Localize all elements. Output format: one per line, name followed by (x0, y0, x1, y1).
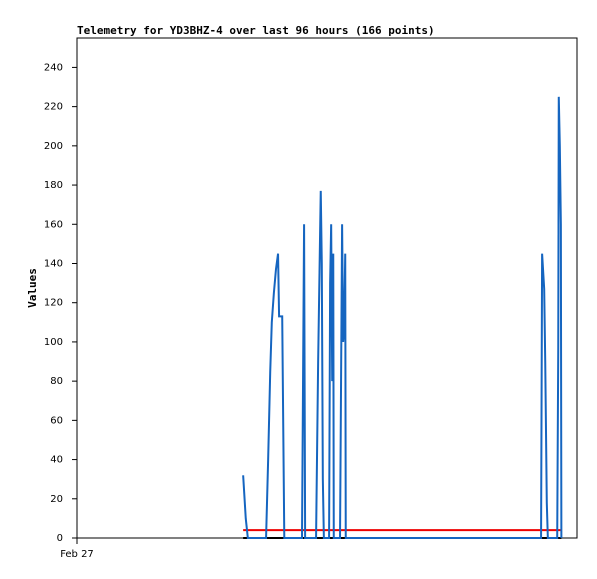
y-tick-label: 220 (44, 102, 63, 113)
y-tick-label: 80 (50, 376, 63, 387)
series-line (242, 96, 563, 539)
y-tick-label: 40 (50, 455, 63, 466)
y-tick-label: 160 (44, 219, 63, 230)
y-tick-label: 0 (57, 533, 63, 544)
y-tick-label: 200 (44, 141, 63, 152)
chart-title: Telemetry for YD3BHZ-4 over last 96 hour… (77, 24, 435, 37)
y-tick-label: 140 (44, 258, 63, 269)
y-tick-label: 240 (44, 62, 63, 73)
y-tick-label: 120 (44, 298, 63, 309)
x-tick-label: Feb 27 (60, 549, 94, 560)
y-tick-label: 60 (50, 415, 63, 426)
y-axis-label: Values (26, 268, 39, 308)
y-tick-label: 100 (44, 337, 63, 348)
y-tick-label: 180 (44, 180, 63, 191)
y-tick-label: 20 (50, 494, 63, 505)
